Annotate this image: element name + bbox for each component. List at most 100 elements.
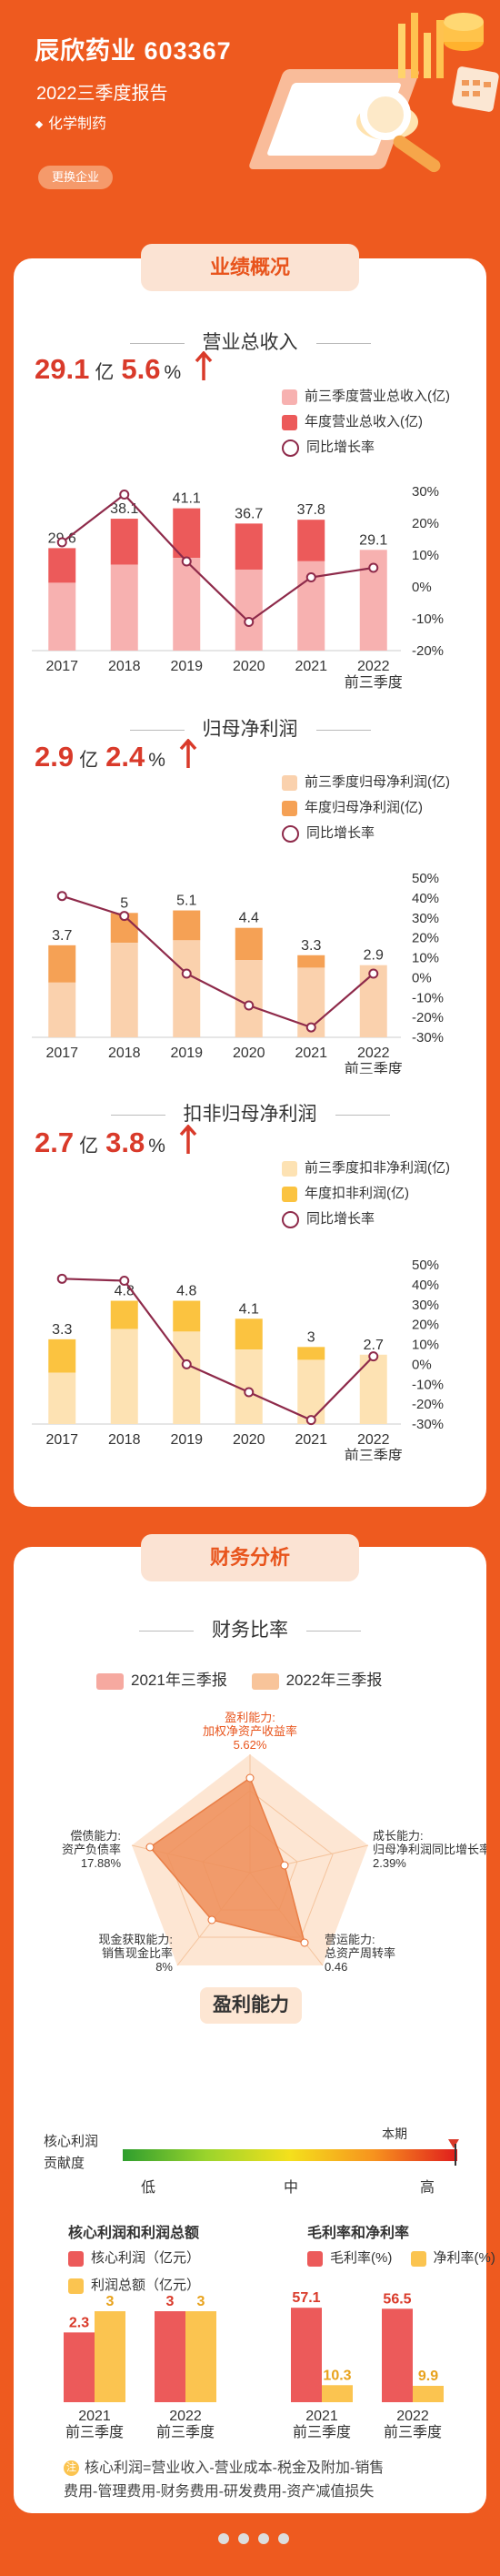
y2-tick-label: 50% [412,871,439,886]
page-dot[interactable] [238,2533,249,2544]
quarter-bar [235,569,263,651]
y2-tick-label: 10% [412,548,439,563]
x-tick-label: 前三季度 [345,1061,403,1074]
annual-bar [235,523,263,570]
report-title: 2022三季度报告 [36,84,168,104]
radar-point [280,1861,289,1870]
annual-bar [235,1318,263,1350]
growth-point [244,617,255,627]
arrow-up-icon [195,350,213,380]
growth-point [368,968,379,979]
radar-label: 营运能力: [325,1933,375,1946]
gauge-marker-icon [448,2139,459,2148]
revenue-section-title: 营业总收入 [14,328,486,355]
legend-swatch [68,2278,84,2294]
netprofit-chart: 3.7 2017 5 2018 5.1 2019 4.4 2020 3.3 2021 2.9 2022… [32,871,444,1074]
company-title: 辰欣药业 603367 [35,37,232,65]
deducted-growth-unit: % [148,1136,165,1157]
deducted-value: 2.7 [35,1126,75,1158]
bar-value-label: 56.5 [383,2291,411,2307]
radar-value: 5.62% [234,1738,267,1752]
revenue-value: 29.1 [35,353,90,385]
ratio-radar-chart: 盈利能力: 加权净资产收益率 5.62% 成长能力: 归母净利润同比增长率 2.… [62,1711,486,1974]
legend-swatch [282,1186,297,1202]
quarter-bar [235,1349,263,1424]
annual-bar [173,910,201,941]
legend-swatch [282,774,297,791]
legend-swatch [282,389,297,405]
legend-swatch [410,2250,426,2267]
x-tick-label: 2022 [396,2409,429,2424]
gauge-high: 高 [420,2180,435,2196]
y2-tick-label: 30% [412,1298,439,1313]
netprofit-growth: 2.4 [105,741,145,773]
performance-tab: 业绩概况 [141,244,359,291]
y2-tick-label: 10% [412,1338,439,1353]
bar-value-label: 2.3 [69,2315,89,2330]
grouped-bar [64,2332,95,2402]
finance-tab: 财务分析 [141,1534,359,1581]
profit-section-title: 盈利能力 [200,1987,302,2024]
bar-value-label: 3 [106,2294,115,2309]
legend-item: 前三季度扣非净利润(亿) [282,1157,450,1183]
bar-value-label: 3.3 [52,1322,72,1338]
x-tick-label: 2018 [108,659,141,674]
growth-point [368,1351,379,1362]
radar-point [145,1843,155,1852]
y2-tick-label: 10% [412,951,439,966]
x-tick-label: 2020 [233,1046,265,1061]
quarter-bar [297,1359,325,1424]
radar-label: 盈利能力: [225,1711,275,1724]
y2-tick-label: 30% [412,911,439,926]
legend-2021: 2021年三季报 [131,1672,227,1689]
annual-bar [48,548,76,583]
bar-value-label: 36.7 [235,506,263,521]
y2-tick-label: 40% [412,891,439,906]
growth-point [244,1387,255,1398]
growth-point [181,968,192,979]
legend-item: 同比增长率 [282,437,450,462]
x-tick-label: 前三季度 [156,2424,215,2440]
revenue-chart: 29.6201738.1201841.1201936.7202037.82021… [32,484,444,691]
legend-swatch [282,824,299,843]
quarter-bar [110,1328,138,1424]
x-tick-label: 2018 [108,1046,141,1061]
growth-point [181,556,192,567]
page-dot[interactable] [218,2533,229,2544]
page-dot-active[interactable] [198,2533,209,2544]
y2-tick-label: -20% [412,643,444,659]
deducted-legend: 前三季度扣非净利润(亿) 年度扣非利润(亿) 同比增长率 [282,1157,450,1234]
grouped-bar [155,2311,185,2402]
y2-tick-label: -30% [412,1030,444,1046]
gauge-bar [123,2149,457,2161]
growth-point [56,891,67,902]
annual-bar [297,955,325,968]
radar-label: 资产负债率 [62,1843,121,1856]
legend-swatch [282,1210,299,1228]
bar-value-label: 2.7 [364,1338,384,1353]
bar-value-label: 4.1 [239,1301,259,1317]
radar-value: 17.88% [81,1856,122,1870]
radar-label: 成长能力: [373,1829,424,1843]
x-tick-label: 2021 [295,1432,327,1448]
y2-tick-label: -20% [412,1397,444,1412]
legend-item: 前三季度营业总收入(亿) [282,386,450,411]
page-dot[interactable] [258,2533,269,2544]
bar-value-label: 2.9 [364,948,384,964]
x-tick-label: 2021 [295,659,327,674]
growth-point [119,490,130,500]
switch-company-button[interactable]: 更换企业 [38,166,113,189]
bar-value-label: 29.1 [359,532,387,548]
netprofit-legend: 前三季度归母净利润(亿) 年度归母净利润(亿) 同比增长率 [282,772,450,848]
quarter-bar [110,564,138,651]
radar-value: 2.39% [373,1856,406,1870]
note-line1: 核心利润=营业收入-营业成本-税金及附加-销售 [85,2460,385,2476]
netprofit-unit: 亿 [79,750,99,771]
legend-item: 前三季度归母净利润(亿) [282,772,450,797]
radar-label: 加权净资产收益率 [203,1724,297,1738]
page-dot[interactable] [278,2533,289,2544]
legend-item: 年度归母净利润(亿) [282,797,450,823]
growth-point [119,911,130,922]
performance-card [14,258,486,1507]
